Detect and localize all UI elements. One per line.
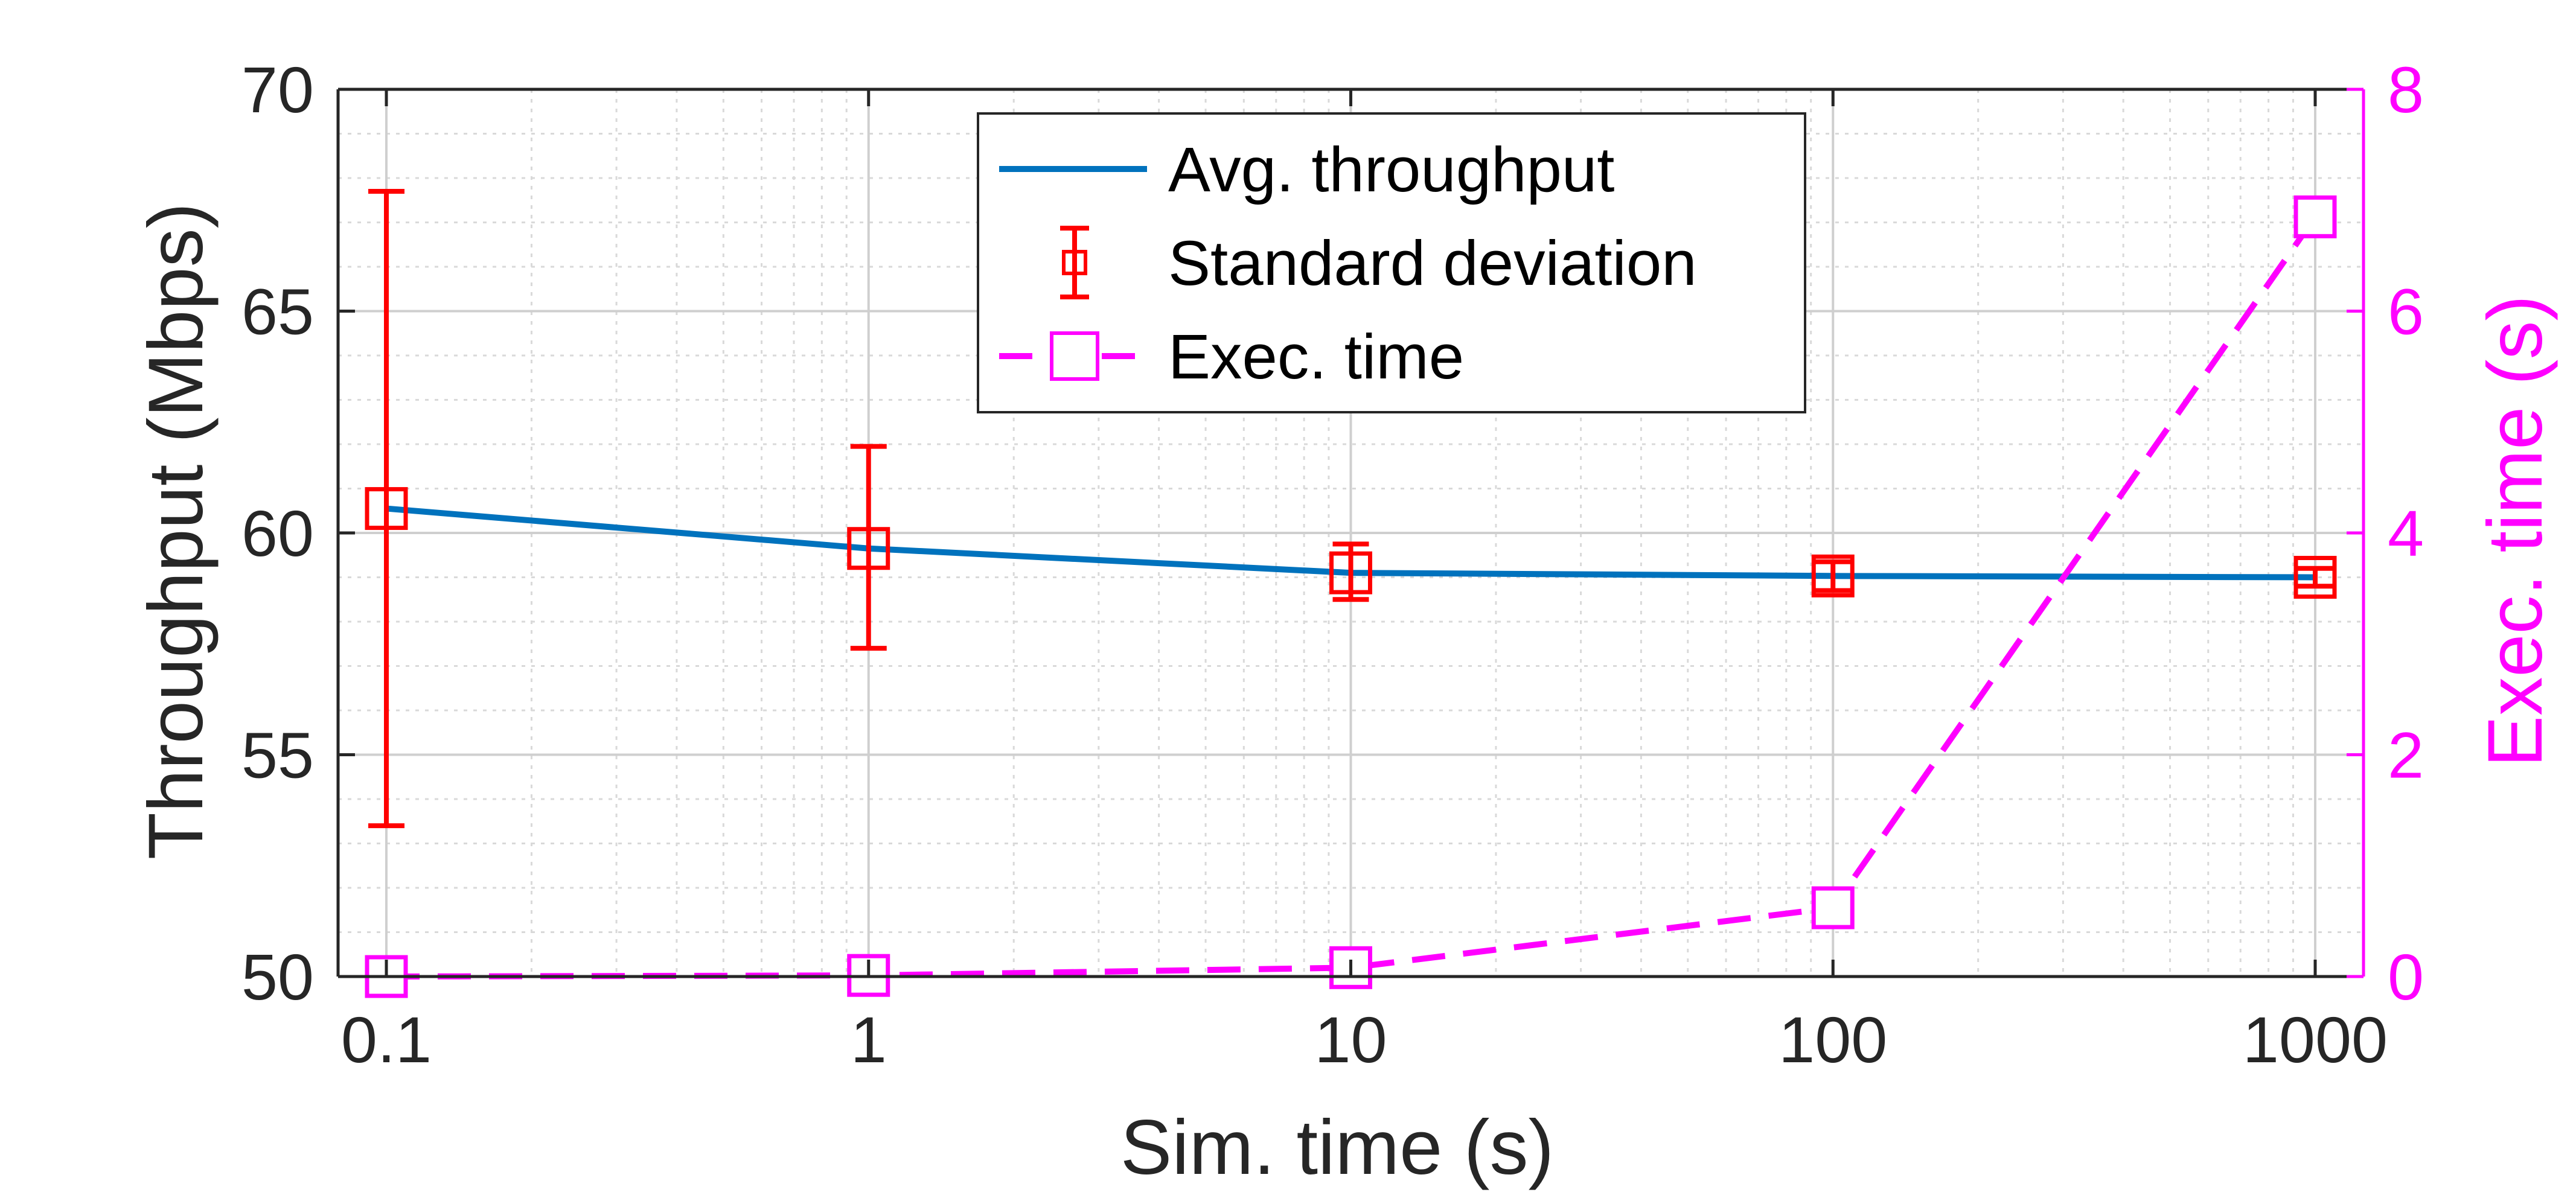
error-bar-marker — [1329, 551, 1372, 594]
y2-tick-label: 4 — [2388, 497, 2424, 570]
error-bar-standard-deviation — [1811, 554, 1855, 598]
y-tick-label: 60 — [241, 497, 314, 570]
y2-tick-label: 8 — [2388, 53, 2424, 126]
legend-box — [977, 112, 1806, 413]
legend-label-exec-time: Exec. time — [1168, 322, 1464, 392]
y2-tick-label: 2 — [2388, 719, 2424, 792]
legend: Avg. throughput Standard deviation Exec.… — [977, 112, 1806, 413]
x-tick-label: 0.1 — [341, 1003, 432, 1076]
y-tick-label: 50 — [241, 940, 314, 1013]
y2-axis-label: Exec. time (s) — [2472, 295, 2558, 767]
y2-tick-label: 0 — [2388, 940, 2424, 1013]
x-tick-label: 10 — [1314, 1003, 1387, 1076]
error-bar-standard-deviation — [847, 444, 890, 651]
error-bar-marker — [1811, 554, 1855, 598]
marker-exec-time — [1811, 886, 1855, 929]
legend-sample-standard-deviation — [1060, 226, 1089, 299]
y-tick-label: 70 — [241, 53, 314, 126]
y-axis-label: Throughput (Mbps) — [133, 203, 219, 860]
y-tick-label: 55 — [241, 719, 314, 792]
x-tick-label: 1 — [851, 1003, 887, 1076]
y2-tick-label: 6 — [2388, 275, 2424, 348]
marker-exec-time — [2293, 195, 2337, 238]
error-bar-standard-deviation — [1329, 541, 1372, 602]
legend-label-standard-deviation: Standard deviation — [1168, 228, 1697, 299]
axes-layer: 0.1 1 10 100 1000 50 55 60 65 70 0 2 4 6 8 — [241, 53, 2424, 1076]
error-bar-marker — [2293, 556, 2337, 599]
error-bar-marker — [365, 487, 408, 531]
legend-sample-exec-time — [999, 331, 1147, 381]
error-bar-marker — [847, 527, 890, 570]
x-axis-label: Sim. time (s) — [1120, 1104, 1554, 1191]
error-bar-standard-deviation — [365, 189, 408, 829]
y-tick-label: 65 — [241, 275, 314, 348]
legend-label-avg-throughput: Avg. throughput — [1168, 135, 1614, 205]
error-bar-standard-deviation — [2293, 556, 2337, 599]
x-tick-label: 100 — [1779, 1003, 1887, 1076]
x-tick-label: 1000 — [2243, 1003, 2388, 1076]
